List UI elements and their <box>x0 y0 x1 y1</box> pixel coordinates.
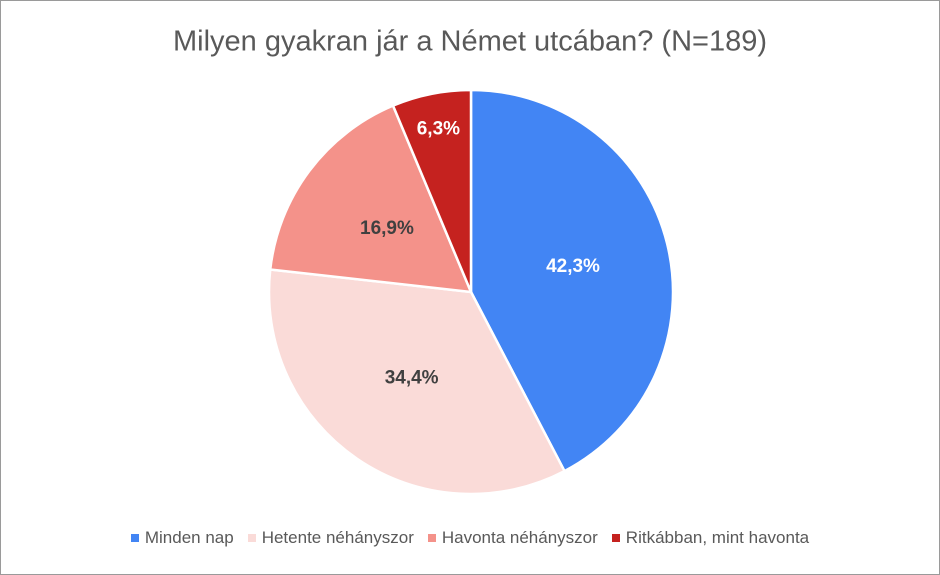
legend-swatch <box>427 534 436 542</box>
pie-slice <box>268 104 473 294</box>
chart-title: Milyen gyakran jár a Német utcában? (N=1… <box>173 26 767 58</box>
legend-swatch <box>130 534 139 542</box>
data-label: 16,9% <box>360 218 414 239</box>
legend-item: Havonta néhányszor <box>427 528 598 548</box>
pie-area: Milyen gyakran jár a Német utcában? (N=1… <box>173 26 767 496</box>
legend-item: Hetente néhányszor <box>247 528 414 548</box>
legend-label: Havonta néhányszor <box>441 528 598 547</box>
legend-swatch <box>611 534 620 542</box>
data-label: 42,3% <box>546 256 600 277</box>
legend-item: Ritkábban, mint havonta <box>611 528 810 548</box>
legend: Minden nap Hetente néhányszor Havonta néhá… <box>1 528 939 548</box>
pie-slice <box>267 268 567 496</box>
legend-swatch <box>247 534 256 542</box>
legend-item: Minden nap <box>130 528 234 548</box>
pie-slice <box>391 88 473 293</box>
legend-label: Ritkábban, mint havonta <box>625 528 810 547</box>
legend-label: Minden nap <box>144 528 234 547</box>
pie-slice <box>469 88 675 473</box>
data-label: 34,4% <box>385 368 439 389</box>
data-label: 6,3% <box>417 119 460 140</box>
legend-label: Hetente néhányszor <box>261 528 414 547</box>
